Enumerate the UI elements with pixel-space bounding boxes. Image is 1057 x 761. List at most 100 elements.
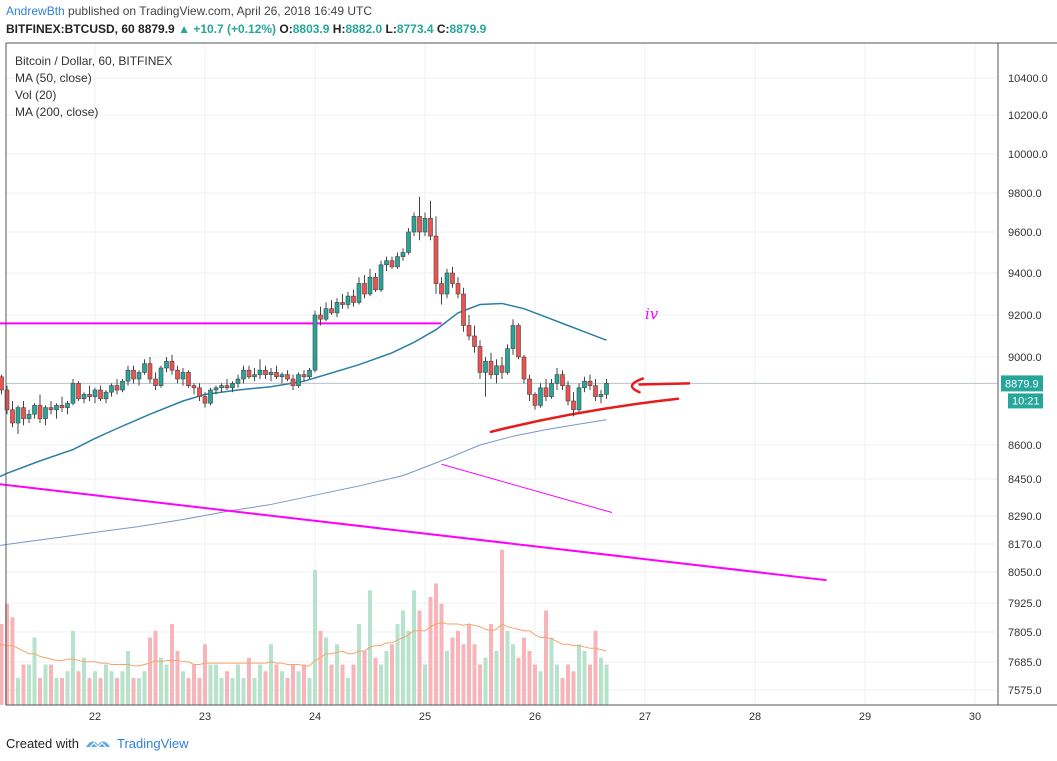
candle-body	[384, 260, 389, 266]
candle-body	[538, 387, 543, 406]
volume-bar	[362, 651, 367, 705]
candle-body	[466, 325, 472, 337]
candle-body	[571, 400, 576, 411]
candle-body	[521, 356, 527, 380]
candle-body	[450, 272, 455, 284]
volume-bar	[555, 664, 559, 705]
candle-body	[0, 376, 4, 391]
trend-line-short	[441, 463, 613, 514]
volume-bar	[186, 678, 191, 705]
candle-body	[389, 260, 395, 268]
candle-body	[499, 365, 505, 373]
volume-ma-layer	[0, 622, 607, 667]
volume-bar	[27, 664, 31, 705]
candle-body	[488, 361, 494, 375]
candle-body	[87, 394, 92, 397]
volume-bar	[214, 664, 218, 705]
candle-body	[153, 378, 158, 386]
candle-body	[131, 369, 136, 380]
candle-body	[367, 276, 373, 295]
open-key: O:	[279, 22, 293, 36]
candle-body	[81, 394, 87, 400]
open-value: 8803.9	[292, 22, 330, 36]
x-tick-label: 22	[89, 711, 101, 723]
x-tick-label: 27	[639, 711, 651, 723]
author-link[interactable]: AndrewBth	[6, 4, 65, 18]
symbol-label: BITFINEX:BTCUSD, 60	[6, 22, 135, 36]
volume-bar	[109, 671, 114, 705]
volume-bar	[577, 644, 581, 705]
volume-bar	[120, 671, 125, 705]
candle-body	[483, 361, 488, 373]
volume-bar	[32, 637, 37, 705]
candle-body	[461, 293, 466, 326]
y-tick-label: 7685.0	[1008, 657, 1042, 669]
y-tick-label: 9400.0	[1008, 268, 1042, 280]
volume-bar	[208, 664, 213, 705]
trend-line-long	[0, 483, 827, 582]
volume-bar	[82, 657, 86, 705]
volume-bar	[104, 664, 108, 705]
x-tick-label: 23	[199, 711, 211, 723]
volume-bar	[54, 678, 59, 705]
legend-ma50[interactable]: MA (50, close)	[15, 71, 92, 85]
volume-bar	[313, 570, 317, 705]
candle-body	[10, 409, 15, 424]
candle-body	[527, 378, 532, 395]
volume-bar	[153, 630, 158, 705]
volume-bar	[0, 624, 4, 705]
volume-bar	[582, 651, 587, 705]
last-price-badge-text: 8879.9	[1005, 378, 1039, 390]
candle-body	[439, 283, 444, 295]
candle-body	[345, 295, 351, 305]
legend-volume[interactable]: Vol (20)	[15, 88, 57, 102]
volume-bar	[296, 671, 301, 705]
volume-bar	[181, 671, 185, 705]
volume-bar	[450, 637, 455, 705]
y-tick-label: 8450.0	[1008, 474, 1042, 486]
legend-title[interactable]: Bitcoin / Dollar, 60, BITFINEX	[15, 54, 173, 68]
tradingview-link[interactable]: TradingView	[116, 736, 189, 751]
volume-bar	[247, 657, 251, 705]
volume-bar	[307, 678, 312, 705]
volume-bar	[159, 657, 163, 705]
indicator-legend: Bitcoin / Dollar, 60, BITFINEX MA (50, c…	[15, 53, 172, 121]
candle-body	[318, 314, 323, 320]
volume-bar	[401, 610, 405, 705]
candle-body	[54, 405, 59, 411]
volume-bar	[324, 637, 328, 705]
volume-bar	[511, 644, 515, 705]
candle-body	[125, 369, 131, 382]
candle-body	[268, 372, 274, 375]
candle-body	[43, 407, 48, 419]
ma50-line	[0, 302, 607, 478]
volume-bar	[346, 678, 350, 705]
volume-bar	[533, 664, 537, 705]
volume-bar	[98, 678, 103, 705]
volume-bar	[49, 664, 53, 705]
created-with-label: Created with	[6, 736, 79, 751]
volume-bar	[357, 624, 361, 705]
candle-body	[510, 325, 516, 349]
y-tick-label: 7925.0	[1008, 598, 1042, 610]
candle-body	[136, 372, 142, 380]
volume-bar	[291, 664, 295, 705]
volume-bar	[252, 678, 257, 705]
candle-body	[98, 389, 103, 400]
candle-body	[417, 216, 422, 233]
legend-ma200[interactable]: MA (200, close)	[15, 105, 99, 119]
candle-body	[400, 252, 406, 257]
candle-body	[334, 302, 340, 314]
candle-body	[428, 218, 433, 237]
volume-bars	[0, 549, 609, 705]
volume-bar	[373, 657, 378, 705]
candle-body	[274, 372, 279, 378]
candle-body	[560, 374, 565, 386]
high-value: 8882.0	[345, 22, 383, 36]
last-price-badge	[1001, 375, 1043, 392]
candle-body	[587, 380, 593, 386]
candle-body	[477, 346, 483, 373]
volume-bar	[16, 678, 20, 705]
volume-bar	[60, 678, 64, 705]
